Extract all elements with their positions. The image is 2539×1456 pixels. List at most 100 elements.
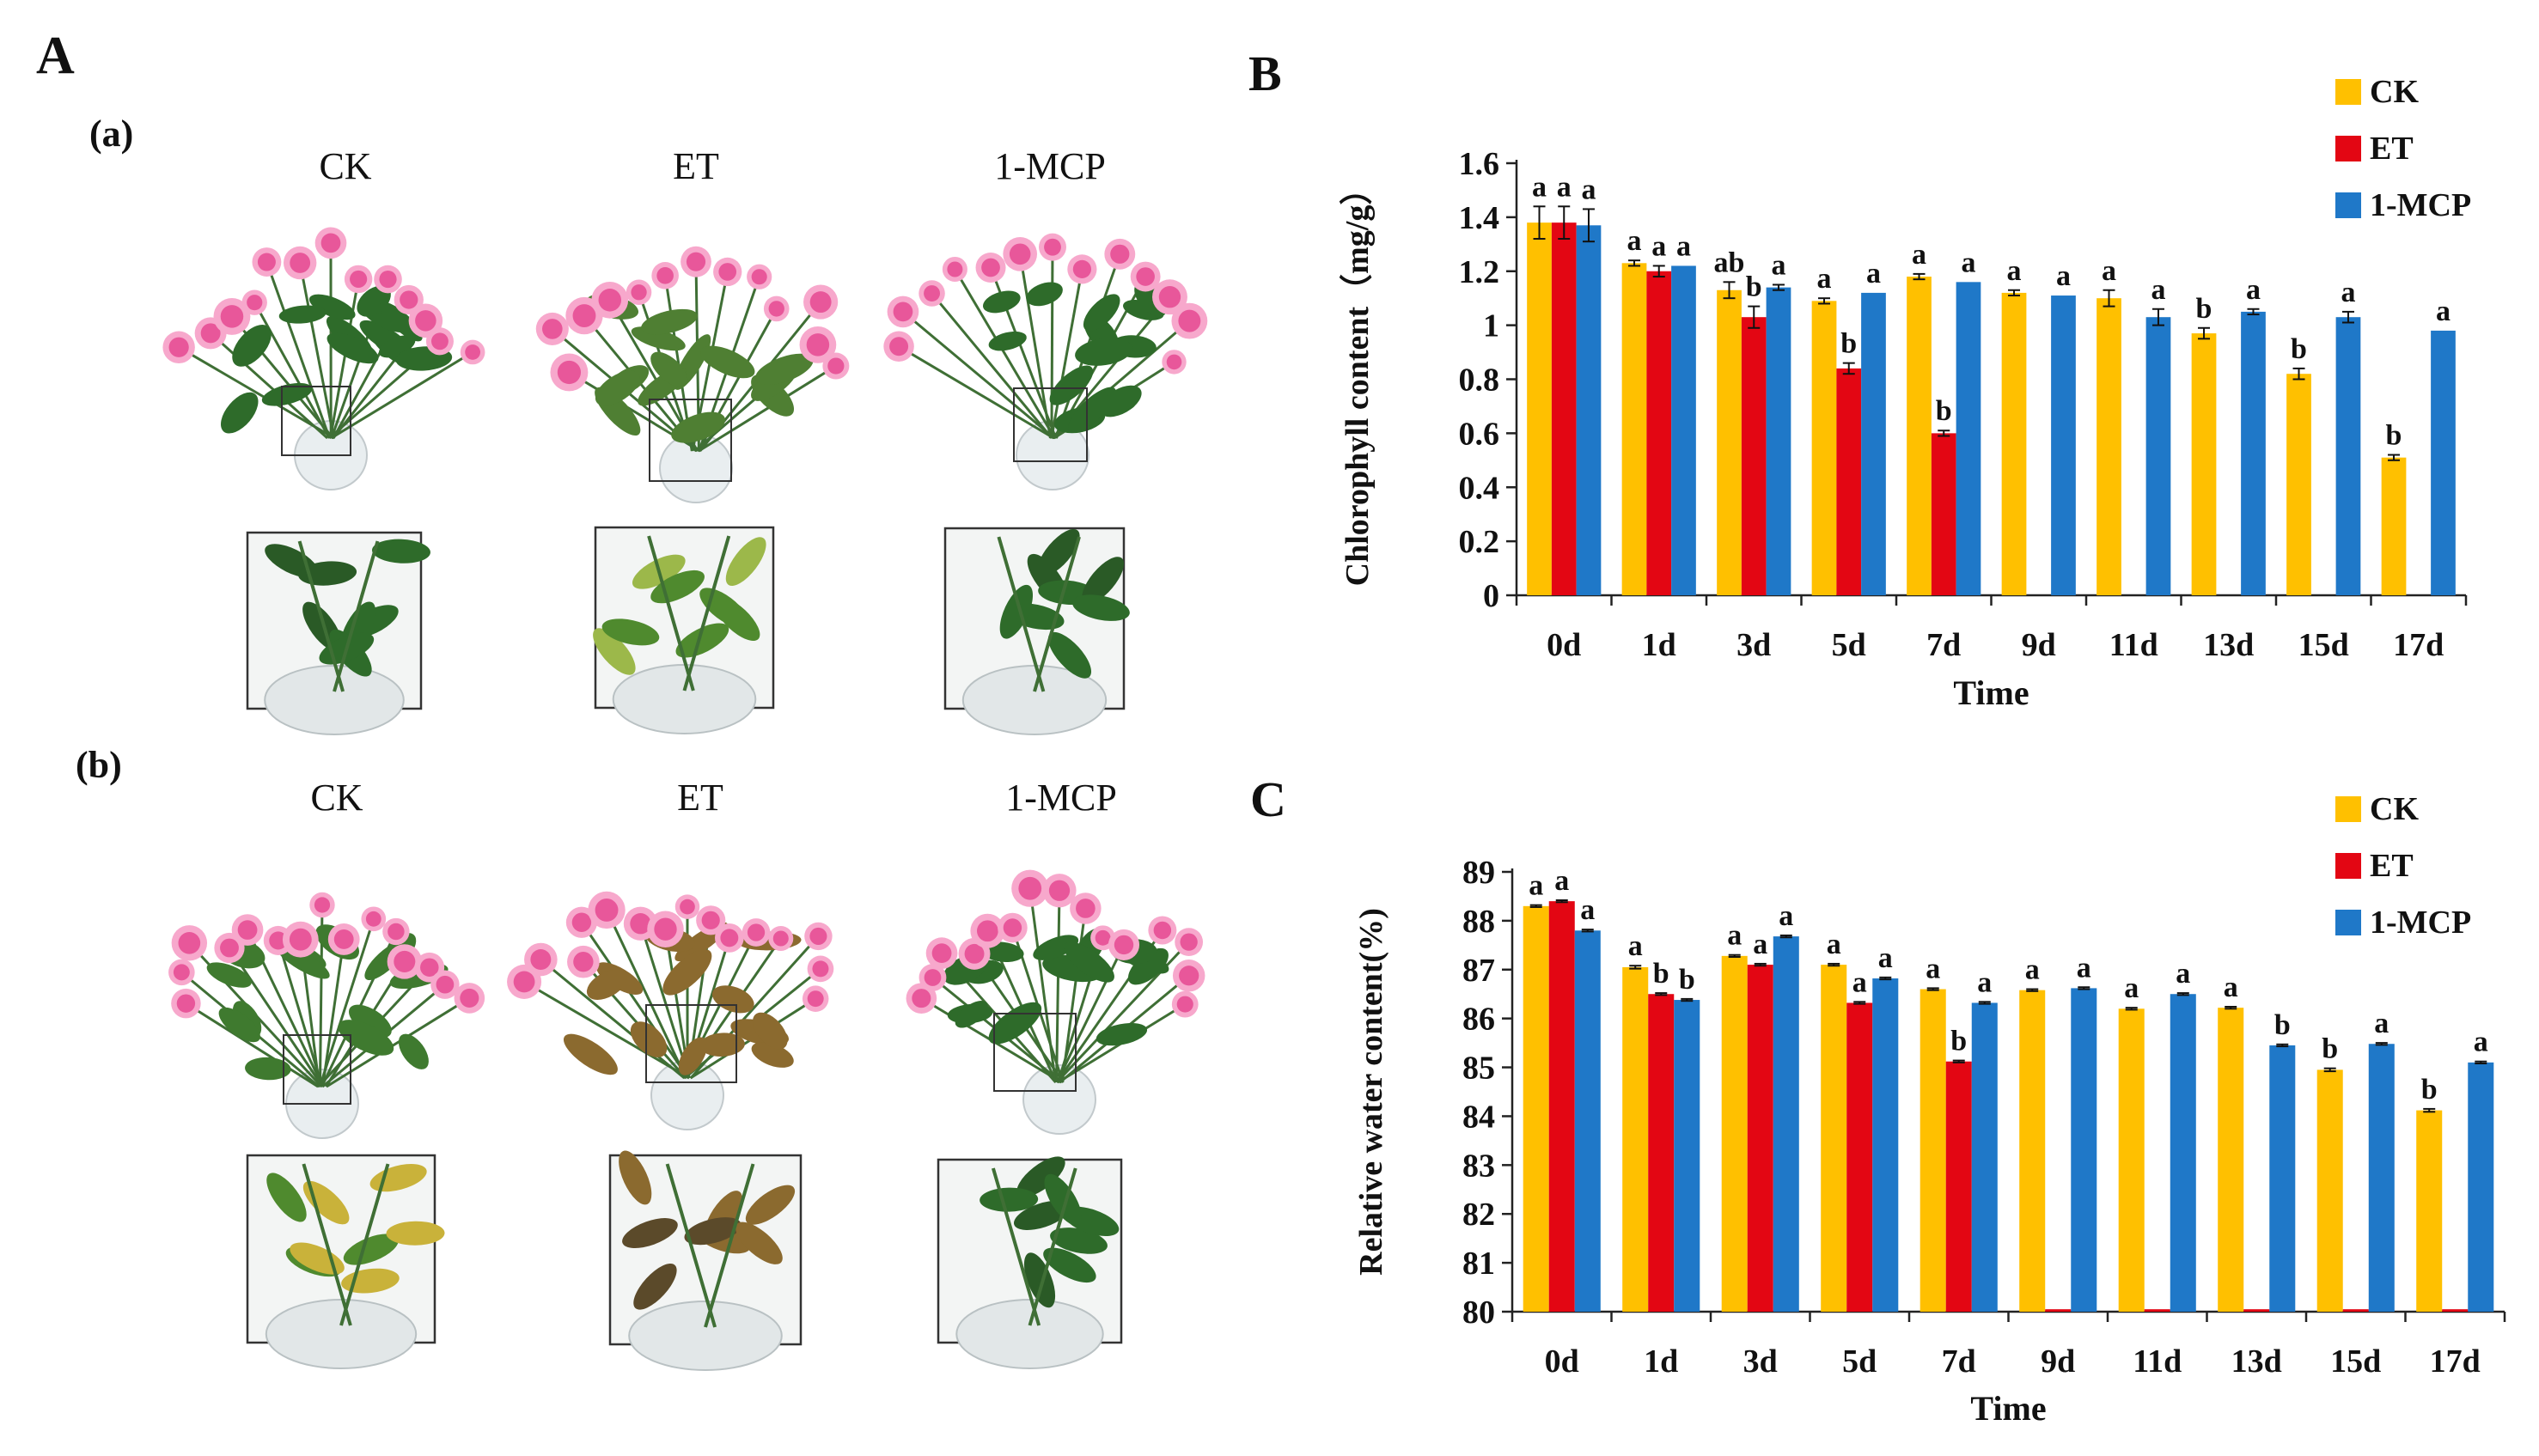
bar-1-mcp (1773, 936, 1799, 1312)
bar-1-mcp (1576, 225, 1602, 595)
flower-head (460, 988, 479, 1008)
flower-head (1136, 267, 1155, 286)
x-tick-label: 5d (1832, 627, 1866, 663)
x-tick-label: 11d (2133, 1343, 2182, 1380)
significance-label: b (1679, 964, 1695, 996)
stem (178, 345, 335, 440)
zoom-b-1mcp (937, 1156, 1123, 1369)
leaf (955, 1001, 988, 1028)
zoom-leaf (266, 1173, 307, 1222)
zoom-stem (1033, 536, 1081, 692)
flower-head (686, 252, 706, 271)
zoom-leaf (714, 597, 760, 642)
zoom-leaf (386, 1221, 445, 1246)
leaf (988, 1002, 1042, 1045)
vase (1022, 1064, 1096, 1135)
zoom-leaf (725, 537, 766, 587)
flower-head (807, 990, 824, 1008)
legend-label: 1-MCP (2370, 905, 2471, 941)
stem (1055, 890, 1061, 1083)
y-tick-label: 0.2 (1459, 524, 1500, 560)
flower-head (1110, 244, 1130, 264)
zoom-stem (991, 1167, 1041, 1326)
leaf (245, 1057, 291, 1081)
stem (580, 921, 690, 1079)
stem (540, 958, 686, 1080)
zoom-leaf (735, 1221, 783, 1264)
flower-head (595, 899, 619, 922)
significance-label: a (2056, 260, 2071, 292)
stem (330, 350, 473, 440)
y-tick-label: 1.6 (1459, 146, 1500, 182)
zoom-leaf (675, 623, 729, 658)
stem (523, 980, 690, 1080)
significance-label: a (1651, 230, 1666, 262)
flower-head (269, 931, 288, 950)
significance-label: b (2274, 1009, 2291, 1041)
legend-label: ET (2370, 131, 2414, 167)
significance-label: a (2224, 972, 2238, 1003)
bar-et (2243, 1309, 2270, 1312)
x-tick-label: 7d (1926, 627, 1961, 663)
flower-head (701, 911, 720, 929)
bar-et (2144, 1309, 2170, 1312)
y-tick-label: 83 (1462, 1148, 1495, 1184)
stem (954, 268, 1056, 439)
y-tick-label: 88 (1462, 904, 1495, 940)
flower-head (751, 269, 767, 285)
stem (605, 909, 687, 1079)
stem (931, 292, 1053, 439)
leaf (1099, 385, 1142, 417)
bar-1-mcp (1861, 292, 1886, 595)
flower-head (827, 357, 845, 375)
bar-1-mcp (2170, 994, 2196, 1312)
stem (639, 923, 691, 1079)
zoom-leaf (1023, 1252, 1056, 1308)
flower-head (557, 360, 582, 385)
zoom-leaf (290, 1242, 345, 1275)
leaf (630, 1021, 668, 1057)
bar-1-mcp (1766, 287, 1791, 595)
flower-head (365, 911, 381, 927)
zoom-leaf (601, 618, 660, 646)
bar-et (1741, 317, 1767, 595)
zoom-b-et (608, 1150, 803, 1371)
selection-box (283, 1034, 351, 1105)
flower-head (220, 305, 244, 328)
bar-ck (1717, 289, 1742, 595)
zoom-stem (302, 1163, 352, 1326)
bar-ck (1811, 301, 1837, 595)
x-tick-label: 13d (2231, 1343, 2282, 1380)
bar-et (1846, 1002, 1873, 1312)
x-tick-label: 3d (1743, 1343, 1778, 1380)
leaf (752, 1012, 788, 1050)
leaf (988, 331, 1027, 351)
flower-head (1180, 933, 1198, 951)
bar-ck (1907, 277, 1932, 595)
flower-head (912, 989, 931, 1008)
bar-et (1548, 901, 1575, 1312)
leaf (711, 985, 754, 1014)
y-tick-label: 87 (1462, 953, 1495, 989)
stem (698, 364, 837, 453)
significance-label: ab (1714, 247, 1745, 278)
row-b-et-label: ET (677, 777, 723, 819)
bouquet-a-1mcp (883, 233, 1208, 490)
significance-label: a (1557, 171, 1572, 203)
significance-label: b (1950, 1026, 1967, 1057)
flower-head (290, 253, 311, 273)
flower-head (631, 284, 647, 301)
bouquet-b-et (507, 891, 834, 1130)
zoom-stem (297, 540, 345, 692)
bar-ck (2118, 1008, 2145, 1312)
y-tick-label: 0.4 (1459, 470, 1500, 506)
stem (277, 940, 324, 1087)
flower-head (415, 310, 436, 332)
water-content-chart: 80 81 82 83 84 85 86 87 88 89 0d 1d 3d 5d 7d 9d 11d 13d 15… (1353, 791, 2506, 1428)
zoom-vase (264, 665, 405, 735)
legend-swatch-1-mcp (2335, 192, 2361, 218)
y-tick-label: 1 (1483, 308, 1499, 344)
flower-head (1158, 286, 1181, 308)
flower-head (893, 302, 913, 322)
x-tick-label: 15d (2330, 1343, 2381, 1380)
